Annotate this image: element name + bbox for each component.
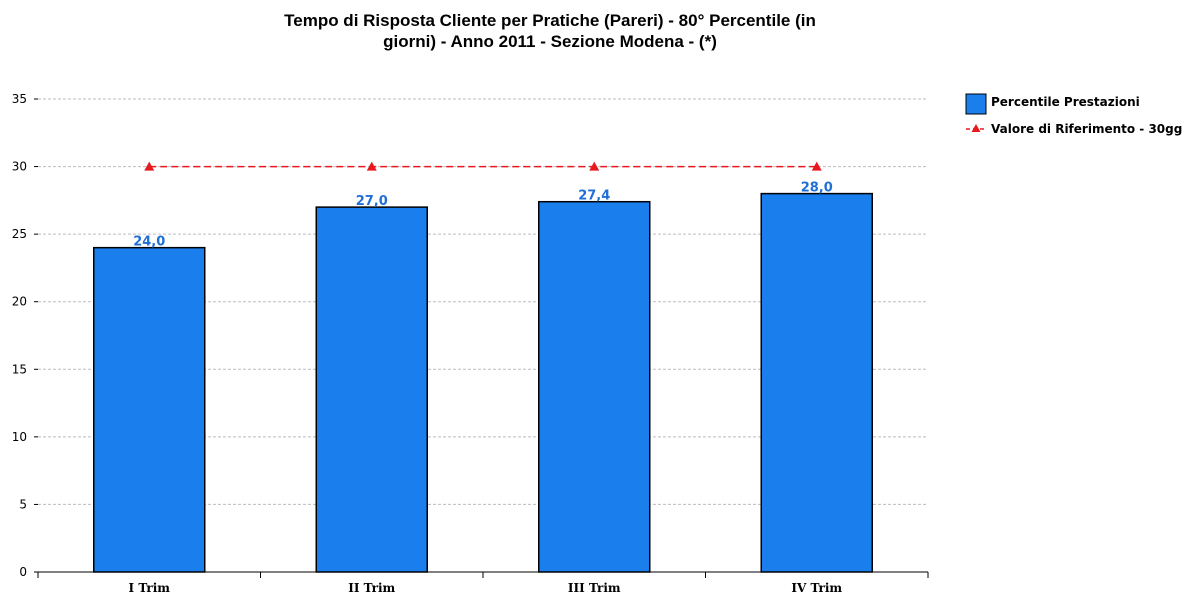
reference-marker	[589, 161, 600, 171]
y-axis: 0 5 10 15 20 25 30 35	[12, 92, 38, 579]
y-tick-label: 30	[12, 160, 27, 174]
y-tick-label: 15	[12, 362, 27, 376]
x-tick-label: I Trim	[129, 581, 171, 595]
chart-title-line1: Tempo di Risposta Cliente per Pratiche (…	[284, 11, 816, 30]
data-label: 24,0	[133, 235, 165, 250]
legend-label-reference: Valore di Riferimento - 30gg	[991, 122, 1182, 136]
legend-marker-reference	[971, 124, 981, 132]
x-tick-label: IV Trim	[791, 581, 842, 595]
data-labels: 24,0 27,0 27,4 28,0	[133, 181, 833, 250]
y-tick-label: 20	[12, 295, 27, 309]
bar	[93, 246, 206, 573]
x-tick-label: III Trim	[568, 581, 621, 595]
legend-swatch-percentile	[965, 93, 987, 115]
y-tick-label: 25	[12, 227, 27, 241]
data-label: 28,0	[801, 181, 833, 196]
bar	[760, 192, 873, 573]
bar-series	[93, 192, 873, 573]
y-tick-label: 35	[12, 92, 27, 106]
bar	[315, 206, 428, 573]
reference-marker	[144, 161, 155, 171]
x-tick-label: II Trim	[348, 581, 395, 595]
reference-marker	[366, 161, 377, 171]
reference-line-series	[144, 161, 822, 171]
chart-title: Tempo di Risposta Cliente per Pratiche (…	[200, 10, 900, 52]
y-tick-label: 5	[19, 497, 27, 511]
chart-title-line2: giorni) - Anno 2011 - Sezione Modena - (…	[383, 32, 717, 51]
data-label: 27,0	[356, 194, 388, 209]
bar	[538, 200, 651, 573]
y-tick-label: 0	[19, 565, 27, 579]
legend-label-percentile: Percentile Prestazioni	[991, 95, 1140, 109]
legend: Percentile Prestazioni Valore di Riferim…	[965, 93, 1182, 136]
data-label: 27,4	[578, 189, 610, 204]
reference-marker	[811, 161, 822, 171]
y-tick-label: 10	[12, 430, 27, 444]
x-axis: I Trim II Trim III Trim IV Trim	[37, 571, 929, 595]
